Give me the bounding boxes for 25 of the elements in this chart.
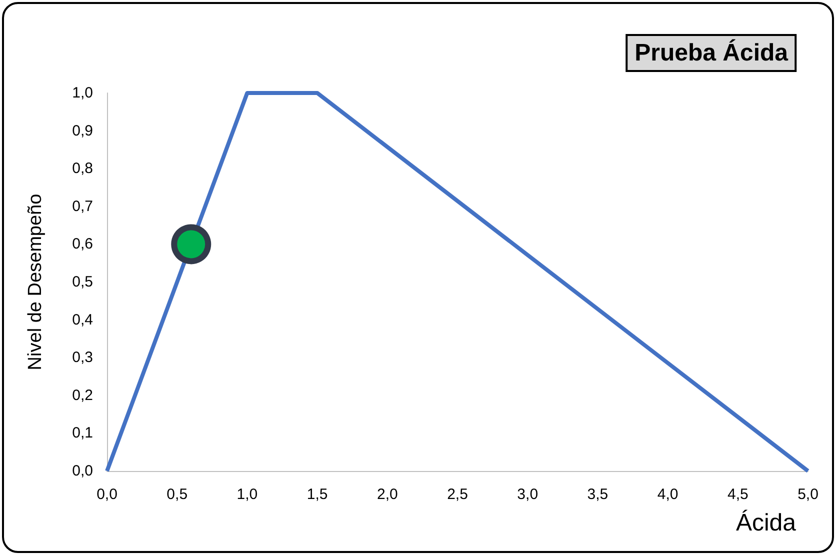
chart-title: Prueba Ácida xyxy=(634,38,789,66)
x-tick-label: 0,0 xyxy=(96,486,118,503)
y-tick-label: 0,2 xyxy=(72,386,93,404)
y-axis-title: Nivel de Desempeño xyxy=(25,194,46,370)
y-tick-label: 0,5 xyxy=(72,274,93,290)
y-tick-label: 0,9 xyxy=(72,122,93,140)
y-tick-label: 1,0 xyxy=(72,84,93,102)
y-tick-label: 0,0 xyxy=(72,462,93,480)
x-tick-label: 1,0 xyxy=(236,486,258,503)
y-tick-label: 0,6 xyxy=(72,236,93,253)
x-tick-label: 2,5 xyxy=(447,486,468,503)
x-tick-label: 1,5 xyxy=(306,486,328,503)
x-tick-label: 5,0 xyxy=(798,486,818,503)
x-tick-label: 3,5 xyxy=(587,486,608,503)
x-axis-title: Ácida xyxy=(736,510,797,536)
x-tick-label: 4,5 xyxy=(727,486,748,503)
x-tick-label: 3,0 xyxy=(517,486,538,503)
y-tick-label: 0,3 xyxy=(72,349,93,366)
y-tick-label: 0,7 xyxy=(72,198,93,215)
y-tick-label: 0,8 xyxy=(72,160,93,178)
x-tick-label: 4,0 xyxy=(657,486,678,503)
y-tick-label: 0,1 xyxy=(72,424,93,442)
y-tick-label: 0,4 xyxy=(72,311,93,328)
x-tick-label: 2,0 xyxy=(376,486,398,503)
x-tick-label: 0,5 xyxy=(166,486,188,503)
